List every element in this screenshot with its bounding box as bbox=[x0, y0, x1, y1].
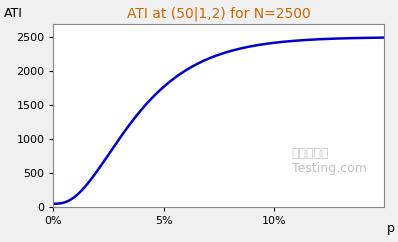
Text: 嘉峪检测网
Testing.com: 嘉峪检测网 Testing.com bbox=[292, 147, 367, 175]
Title: ATI at (50|1,2) for N=2500: ATI at (50|1,2) for N=2500 bbox=[127, 7, 311, 22]
Y-axis label: ATI: ATI bbox=[4, 7, 23, 20]
X-axis label: p: p bbox=[387, 222, 395, 235]
